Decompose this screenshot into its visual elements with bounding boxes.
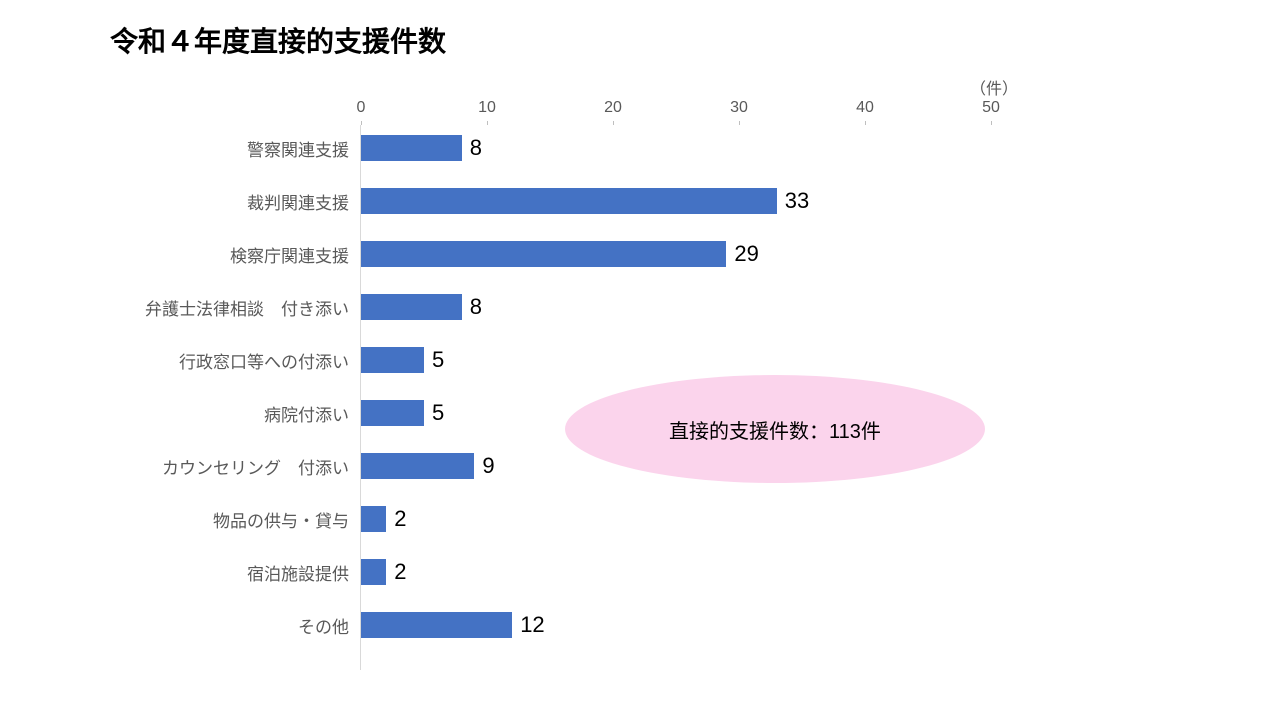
x-axis-tick: [613, 121, 614, 125]
value-label: 5: [432, 347, 444, 373]
bar: [361, 400, 424, 426]
x-axis-label: 0: [357, 99, 366, 117]
bar: [361, 188, 777, 214]
chart-title: 令和４年度直接的支援件数: [110, 20, 446, 60]
category-label: 病院付添い: [264, 401, 361, 426]
x-axis-label: 10: [478, 99, 496, 117]
value-label: 12: [520, 612, 544, 638]
x-axis-label: 20: [604, 99, 622, 117]
value-label: 29: [734, 241, 758, 267]
bar: [361, 559, 386, 585]
bar-row: 行政窓口等への付添い5: [361, 347, 991, 373]
bar: [361, 347, 424, 373]
total-callout-text: 直接的支援件数：113件: [669, 415, 881, 444]
category-label: 物品の供与・貸与: [213, 507, 361, 532]
x-axis-tick: [865, 121, 866, 125]
axis-unit-label: （件）: [970, 75, 1018, 99]
bar-row: 警察関連支援8: [361, 135, 991, 161]
x-axis-tick: [361, 121, 362, 125]
bar: [361, 612, 512, 638]
x-axis-tick: [991, 121, 992, 125]
category-label: 弁護士法律相談 付き添い: [145, 295, 361, 320]
bar-row: 弁護士法律相談 付き添い8: [361, 294, 991, 320]
value-label: 33: [785, 188, 809, 214]
x-axis-label: 50: [982, 99, 1000, 117]
category-label: 宿泊施設提供: [247, 560, 361, 585]
value-label: 2: [394, 506, 406, 532]
x-axis-tick: [739, 121, 740, 125]
x-axis-label: 30: [730, 99, 748, 117]
category-label: 裁判関連支援: [247, 189, 361, 214]
value-label: 2: [394, 559, 406, 585]
category-label: 行政窓口等への付添い: [179, 348, 361, 373]
value-label: 8: [470, 294, 482, 320]
bar-row: 検察庁関連支援29: [361, 241, 991, 267]
bar: [361, 453, 474, 479]
total-callout: 直接的支援件数：113件: [565, 375, 985, 483]
x-axis-label: 40: [856, 99, 874, 117]
page: 令和４年度直接的支援件数 （件） 01020304050警察関連支援8裁判関連支…: [0, 0, 1280, 720]
bar-row: 宿泊施設提供2: [361, 559, 991, 585]
bar-row: 物品の供与・貸与2: [361, 506, 991, 532]
value-label: 9: [482, 453, 494, 479]
category-label: カウンセリング 付添い: [162, 454, 361, 479]
bar-row: その他12: [361, 612, 991, 638]
category-label: その他: [298, 613, 361, 638]
bar: [361, 506, 386, 532]
bar-row: 裁判関連支援33: [361, 188, 991, 214]
x-axis-tick: [487, 121, 488, 125]
category-label: 警察関連支援: [247, 136, 361, 161]
bar: [361, 135, 462, 161]
bar: [361, 241, 726, 267]
category-label: 検察庁関連支援: [230, 242, 361, 267]
value-label: 8: [470, 135, 482, 161]
value-label: 5: [432, 400, 444, 426]
bar: [361, 294, 462, 320]
